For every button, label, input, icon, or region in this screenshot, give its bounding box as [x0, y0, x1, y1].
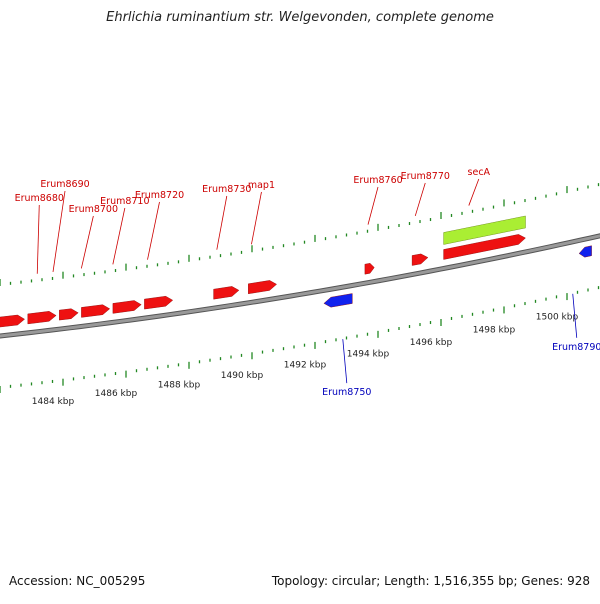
tick-label: 1500 kbp [536, 312, 579, 322]
forward-gene-label: Erum8730 [202, 184, 251, 195]
forward-gene-arrow [27, 311, 57, 325]
tick-label: 1498 kbp [473, 325, 516, 335]
gene-label-layer: Erum8680 Erum8690 Erum8700Erum8710Erum8720… [15, 167, 600, 398]
reverse-gene-arrow [323, 293, 353, 308]
tick-label: 1496 kbp [410, 338, 453, 348]
tick-label: 1484 kbp [32, 397, 75, 407]
highlight-gene-layer [443, 215, 526, 245]
forward-gene-arrow [411, 253, 429, 266]
forward-label-leader [251, 191, 262, 245]
tick-label: 1486 kbp [95, 389, 138, 399]
reverse-gene-arrow [578, 245, 592, 258]
reverse-gene-label: Erum8790 [552, 342, 600, 353]
forward-gene-arrow [81, 304, 111, 318]
backbone-track [0, 234, 600, 338]
forward-gene-label: Erum8770 [401, 171, 450, 182]
forward-gene-arrow [443, 234, 526, 260]
forward-label-leader [367, 186, 379, 225]
forward-gene-arrow [112, 300, 142, 314]
accession-text: Accession: NC_005295 [9, 574, 146, 588]
tick-label: 1488 kbp [158, 380, 201, 390]
forward-gene-label: Erum8690 [40, 179, 89, 190]
gene-layer [0, 234, 592, 328]
forward-gene-label: Erum8680 [15, 193, 64, 204]
forward-label-leader [216, 195, 228, 250]
forward-label-leader [147, 201, 160, 260]
forward-gene-label: Erum8710 [100, 196, 149, 207]
forward-gene-label: Erum8700 [69, 204, 118, 215]
forward-label-leader [414, 182, 426, 217]
tick-label: 1494 kbp [347, 350, 390, 360]
forward-gene-arrow [248, 280, 277, 295]
genome-summary-text: Topology: circular; Length: 1,516,355 bp… [271, 574, 590, 588]
genome-title: Ehrlichia ruminantium str. Welgevonden, … [106, 10, 494, 25]
tick-label: 1490 kbp [221, 371, 264, 381]
backbone-track-shadow [0, 233, 600, 339]
forward-label-leader [36, 204, 40, 274]
forward-gene-label: Erum8760 [353, 175, 402, 186]
tick-labels: 1484 kbp 1486 kbp 1488 kbp 1490 kbp 1492 kbp… [32, 312, 579, 407]
forward-label-leader [468, 178, 480, 206]
forward-label-leader [80, 215, 94, 269]
tick-marks [0, 183, 600, 393]
reverse-label-leader [572, 293, 578, 338]
forward-gene-arrow [144, 295, 174, 310]
forward-gene-arrow [364, 263, 375, 275]
forward-gene-label: Erum8720 [135, 190, 184, 201]
forward-gene-label: secA [468, 167, 491, 178]
forward-label-leader [112, 207, 126, 265]
reverse-label-leader [342, 339, 348, 384]
forward-gene-label: map1 [248, 180, 275, 191]
forward-gene-arrow [213, 286, 240, 300]
forward-gene-arrow [0, 314, 25, 328]
forward-gene-arrow [59, 308, 79, 321]
reverse-gene-label: Erum8750 [322, 387, 371, 398]
tick-label: 1492 kbp [284, 361, 327, 371]
forward-label-leader [52, 190, 66, 272]
highlight-gene-bar [443, 215, 526, 245]
